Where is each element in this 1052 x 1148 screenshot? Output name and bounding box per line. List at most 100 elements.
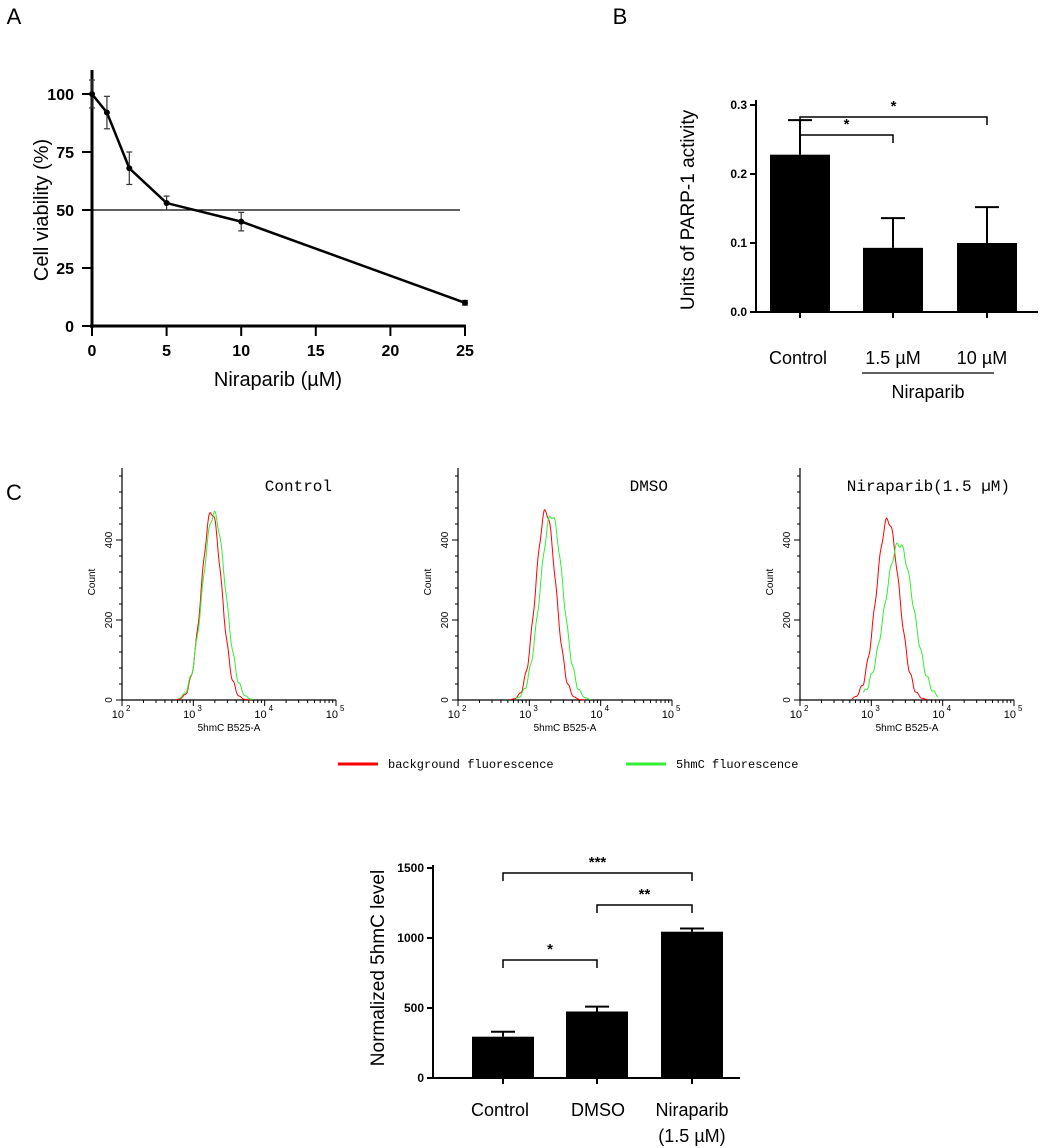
- x-tick-label: 10: [590, 709, 602, 721]
- x-axis-label: 5hmC B525-A: [198, 723, 261, 734]
- red-histogram-curve: [175, 512, 251, 701]
- x-tick-label: 15: [307, 343, 325, 360]
- y-tick-label: 0.2: [730, 167, 747, 181]
- x-tick-exponent: 3: [197, 704, 202, 713]
- category-label: 10 µM: [957, 348, 1007, 368]
- y-tick-label: 0: [65, 319, 74, 336]
- x-tick-label: 20: [382, 343, 400, 360]
- bar-2: [957, 243, 1017, 312]
- y-axis-label: Normalized 5hmC level: [368, 870, 389, 1066]
- y-tick-label: 1500: [397, 861, 424, 875]
- data-point: [126, 165, 133, 172]
- red-histogram-curve: [509, 509, 585, 701]
- x-tick-label: 10: [861, 709, 873, 721]
- x-tick-exponent: 2: [804, 704, 809, 713]
- x-tick-exponent: 2: [126, 704, 131, 713]
- y-axis-label: Units of PARP-1 activity: [678, 109, 699, 310]
- x-tick-exponent: 5: [340, 704, 345, 713]
- x-tick-exponent: 3: [533, 704, 538, 713]
- panel-label-c: C: [6, 480, 22, 505]
- y-axis-label: Count: [765, 568, 776, 595]
- x-tick-label: 10: [183, 709, 195, 721]
- bar-0: [472, 1036, 534, 1078]
- significance-bracket: [596, 904, 693, 913]
- x-tick-label: 10: [448, 709, 460, 721]
- x-tick-label: 10: [1004, 709, 1016, 721]
- legend-label-5hmc: 5hmC fluorescence: [676, 758, 798, 772]
- green-histogram-curve: [515, 515, 591, 701]
- x-tick-label: 10: [254, 709, 266, 721]
- x-axis-label: 5hmC B525-A: [876, 723, 939, 734]
- data-point: [462, 299, 468, 306]
- significance-bracket: [502, 872, 693, 881]
- category-label: 1.5 µM: [865, 348, 920, 368]
- group-label: Niraparib: [891, 382, 964, 402]
- viability-curve: [91, 93, 466, 304]
- x-tick-label: 10: [662, 709, 674, 721]
- panel-label-a: A: [7, 4, 22, 29]
- y-axis-label: Cell viability (%): [31, 139, 53, 281]
- panel-label-b: B: [613, 4, 628, 29]
- y-tick-label: 200: [782, 611, 793, 628]
- x-tick-exponent: 4: [605, 704, 610, 713]
- x-tick-label: 10: [326, 709, 338, 721]
- y-tick-label: 0: [417, 1071, 424, 1085]
- y-tick-label: 400: [782, 531, 793, 548]
- histogram-title: Control: [265, 478, 332, 496]
- y-tick-label: 0: [440, 697, 451, 703]
- y-tick-label: 200: [440, 611, 451, 628]
- bar-0: [770, 154, 830, 312]
- category-label: DMSO: [571, 1100, 625, 1120]
- y-tick-label: 200: [104, 611, 115, 628]
- y-tick-label: 500: [404, 1001, 424, 1015]
- x-tick-label: 25: [456, 343, 474, 360]
- y-tick-label: 0.3: [730, 98, 747, 112]
- significance-label: **: [639, 886, 651, 903]
- data-point: [238, 218, 245, 225]
- histogram-title: DMSO: [630, 478, 668, 496]
- significance-bracket: [799, 116, 988, 125]
- legend-label-background: background fluorescence: [388, 758, 554, 772]
- y-tick-label: 1000: [397, 931, 424, 945]
- y-tick-label: 400: [104, 531, 115, 548]
- x-tick-label: 0: [88, 343, 97, 360]
- y-tick-label: 100: [47, 87, 74, 104]
- red-histogram-curve: [851, 517, 928, 701]
- x-tick-exponent: 3: [875, 704, 880, 713]
- x-axis-label: 5hmC B525-A: [534, 723, 597, 734]
- x-tick-exponent: 5: [676, 704, 681, 713]
- y-tick-label: 0: [782, 697, 793, 703]
- significance-bracket: [799, 134, 894, 143]
- green-histogram-curve: [862, 542, 939, 698]
- y-tick-label: 0.1: [730, 236, 747, 250]
- data-point: [103, 109, 110, 116]
- y-tick-label: 400: [440, 531, 451, 548]
- significance-bracket: [502, 959, 598, 968]
- category-label: Control: [471, 1100, 529, 1120]
- x-tick-label: 10: [932, 709, 944, 721]
- x-tick-exponent: 4: [947, 704, 952, 713]
- bar-2: [661, 931, 723, 1078]
- category-label: Control: [769, 348, 827, 368]
- y-axis-label: Count: [87, 568, 98, 595]
- x-tick-exponent: 5: [1018, 704, 1023, 713]
- significance-label: *: [844, 116, 850, 133]
- x-tick-label: 10: [112, 709, 124, 721]
- x-tick-label: 10: [519, 709, 531, 721]
- y-tick-label: 25: [56, 261, 74, 278]
- y-tick-label: 0: [104, 697, 115, 703]
- data-point: [89, 91, 95, 97]
- significance-label: ***: [589, 854, 607, 871]
- x-tick-label: 5: [162, 343, 171, 360]
- category-sublabel: (1.5 µM): [658, 1126, 725, 1146]
- y-tick-label: 50: [56, 203, 74, 220]
- significance-label: *: [547, 941, 553, 958]
- x-tick-label: 10: [232, 343, 250, 360]
- green-histogram-curve: [178, 510, 254, 700]
- data-point: [163, 200, 170, 207]
- x-tick-exponent: 2: [462, 704, 467, 713]
- x-tick-label: 10: [790, 709, 802, 721]
- x-tick-exponent: 4: [269, 704, 274, 713]
